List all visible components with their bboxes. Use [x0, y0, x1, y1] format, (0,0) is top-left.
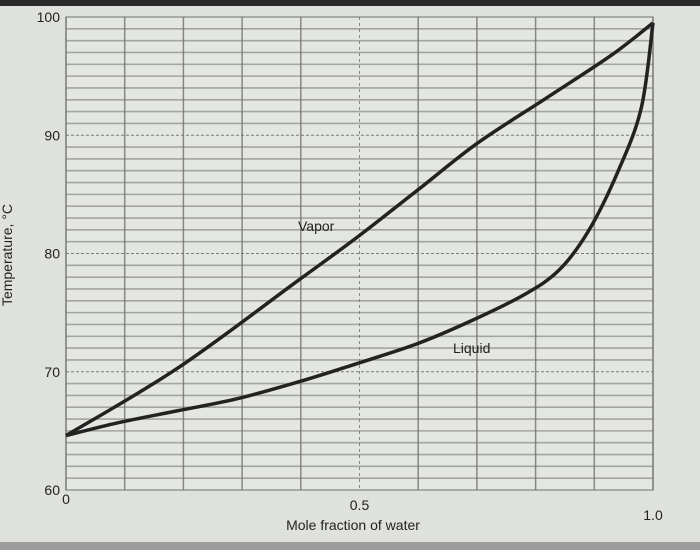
grid: [65, 16, 654, 491]
y-tick-label: 60: [44, 482, 60, 498]
series-lines: [65, 21, 655, 438]
y-tick-label: 70: [44, 364, 60, 380]
y-tick-label: 80: [44, 246, 60, 262]
x-tick-label: 1.0: [643, 507, 663, 523]
series-label-vapor: Vapor: [298, 218, 335, 234]
series-line-vapor: [65, 21, 655, 438]
y-axis-label: Temperature, °C: [0, 204, 15, 306]
series-label-liquid: Liquid: [453, 340, 490, 356]
x-tick-label: 0.5: [350, 497, 370, 513]
y-tick-label: 90: [44, 127, 60, 143]
x-axis-label: Mole fraction of water: [286, 517, 420, 533]
photo-bottom-edge: [0, 542, 700, 550]
tick-labels: 60 70 80 90 100 0 0.5 1.0: [37, 9, 663, 523]
x-tick-label: 0: [62, 491, 70, 507]
y-tick-label: 100: [37, 9, 61, 25]
series-line-liquid: [65, 22, 655, 438]
photo-top-edge: [0, 0, 700, 6]
